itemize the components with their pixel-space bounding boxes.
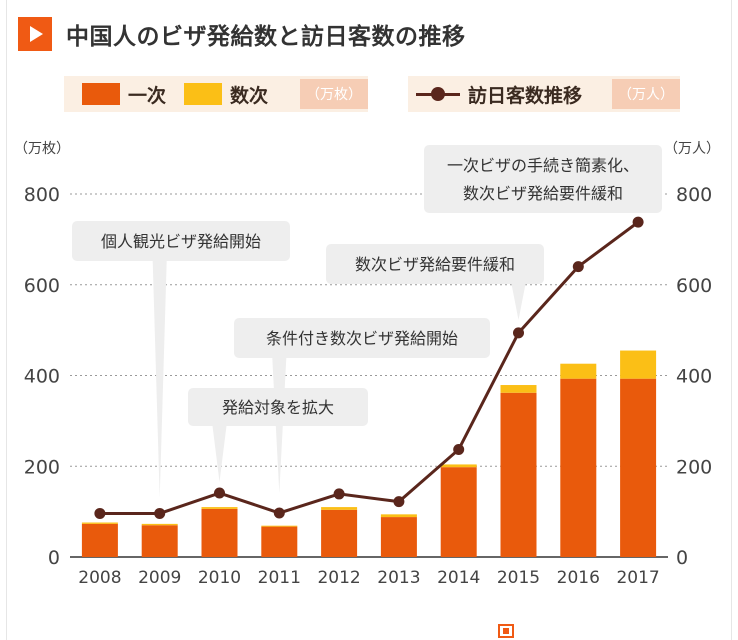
visitors-point (333, 488, 345, 500)
multi-entry-swatch (184, 83, 223, 105)
x-tick-label: 2012 (317, 568, 360, 588)
visitors-point (154, 507, 166, 519)
annotation-box (424, 145, 662, 213)
y2-tick-label: 0 (676, 547, 688, 569)
x-tick-label: 2016 (557, 568, 600, 588)
annotation-pointer (152, 261, 167, 498)
multi-entry-bar (560, 363, 597, 379)
bar-legend: 一次 数次 （万枚） (64, 76, 368, 112)
legend-line-label: 訪日客数推移 (468, 84, 583, 107)
visitors-point (513, 327, 524, 339)
annotation-text: 数次ビザ発給要件緩和 (463, 184, 623, 203)
line-marker-icon (416, 83, 460, 105)
multi-entry-bar (620, 350, 657, 379)
line-legend: 訪日客数推移 （万人） (408, 76, 680, 112)
x-tick-label: 2008 (78, 568, 121, 588)
single-entry-bar (500, 392, 537, 557)
single-entry-bar (321, 509, 358, 557)
y-tick-label: 0 (48, 547, 60, 569)
visitors-point (393, 496, 405, 508)
annotation-text: 発給対象を拡大 (222, 398, 334, 417)
y2-tick-label: 200 (676, 456, 712, 478)
annotation-text: 条件付き数次ビザ発給開始 (266, 329, 458, 348)
legend-multi-label: 数次 (230, 84, 269, 107)
visitors-point (632, 216, 644, 228)
multi-entry-bar (321, 507, 358, 510)
single-entry-bar (261, 526, 298, 557)
visitors-point (214, 487, 225, 499)
right-axis-unit: （万人） (664, 141, 720, 157)
multi-entry-bar (440, 464, 477, 468)
legend-single-label: 一次 (128, 84, 167, 107)
x-tick-label: 2009 (138, 568, 181, 588)
annotation-pointer (212, 426, 227, 482)
x-tick-label: 2017 (616, 568, 659, 588)
single-entry-swatch (82, 83, 120, 105)
x-tick-label: 2013 (377, 568, 420, 588)
single-entry-bar (201, 508, 238, 557)
left-axis-unit: （万枚） (14, 141, 70, 157)
single-entry-bar (620, 378, 657, 557)
x-tick-label: 2010 (198, 568, 241, 588)
x-tick-label: 2011 (258, 568, 301, 588)
y-tick-label: 800 (24, 184, 60, 206)
single-entry-bar (81, 523, 118, 557)
visitors-line (99, 220, 639, 515)
visitors-point (453, 443, 465, 455)
annotation-text: 個人観光ビザ発給開始 (101, 232, 261, 251)
annotation-pointer (511, 284, 526, 320)
single-entry-bar (380, 517, 417, 557)
multi-entry-bar (141, 523, 178, 526)
annotation-box (72, 221, 290, 261)
y-tick-label: 400 (24, 366, 60, 388)
annotation-box (234, 318, 490, 358)
title-bar: 中国人のビザ発給数と訪日客数の推移 (18, 14, 466, 54)
logo-icon (498, 624, 514, 638)
multi-entry-bar (81, 522, 118, 524)
x-tick-label: 2015 (497, 568, 540, 588)
visitors-point (273, 507, 285, 519)
annotation-box (188, 388, 368, 426)
y2-tick-label: 800 (676, 184, 712, 206)
y-tick-label: 200 (24, 456, 60, 478)
play-icon (18, 17, 52, 51)
single-entry-bar (440, 467, 477, 557)
figure-frame (6, 0, 732, 640)
y2-tick-label: 600 (676, 275, 712, 297)
multi-entry-bar (500, 385, 537, 393)
bar-unit-badge: （万枚） (300, 79, 368, 109)
annotation-box (326, 244, 544, 284)
visitors-point (572, 261, 584, 273)
visitors-point (94, 507, 106, 519)
multi-entry-bar (380, 514, 417, 518)
annotation-text: 数次ビザ発給要件緩和 (355, 255, 515, 274)
annotation-text: 一次ビザの手続き簡素化、 (447, 156, 639, 175)
multi-entry-bar (261, 525, 298, 527)
single-entry-bar (141, 525, 178, 557)
single-entry-bar (560, 378, 597, 557)
chart-title: 中国人のビザ発給数と訪日客数の推移 (66, 24, 466, 50)
y2-tick-label: 400 (676, 366, 712, 388)
y-tick-label: 600 (24, 275, 60, 297)
multi-entry-bar (201, 507, 238, 509)
x-tick-label: 2014 (437, 568, 480, 588)
line-unit-badge: （万人） (612, 79, 680, 109)
